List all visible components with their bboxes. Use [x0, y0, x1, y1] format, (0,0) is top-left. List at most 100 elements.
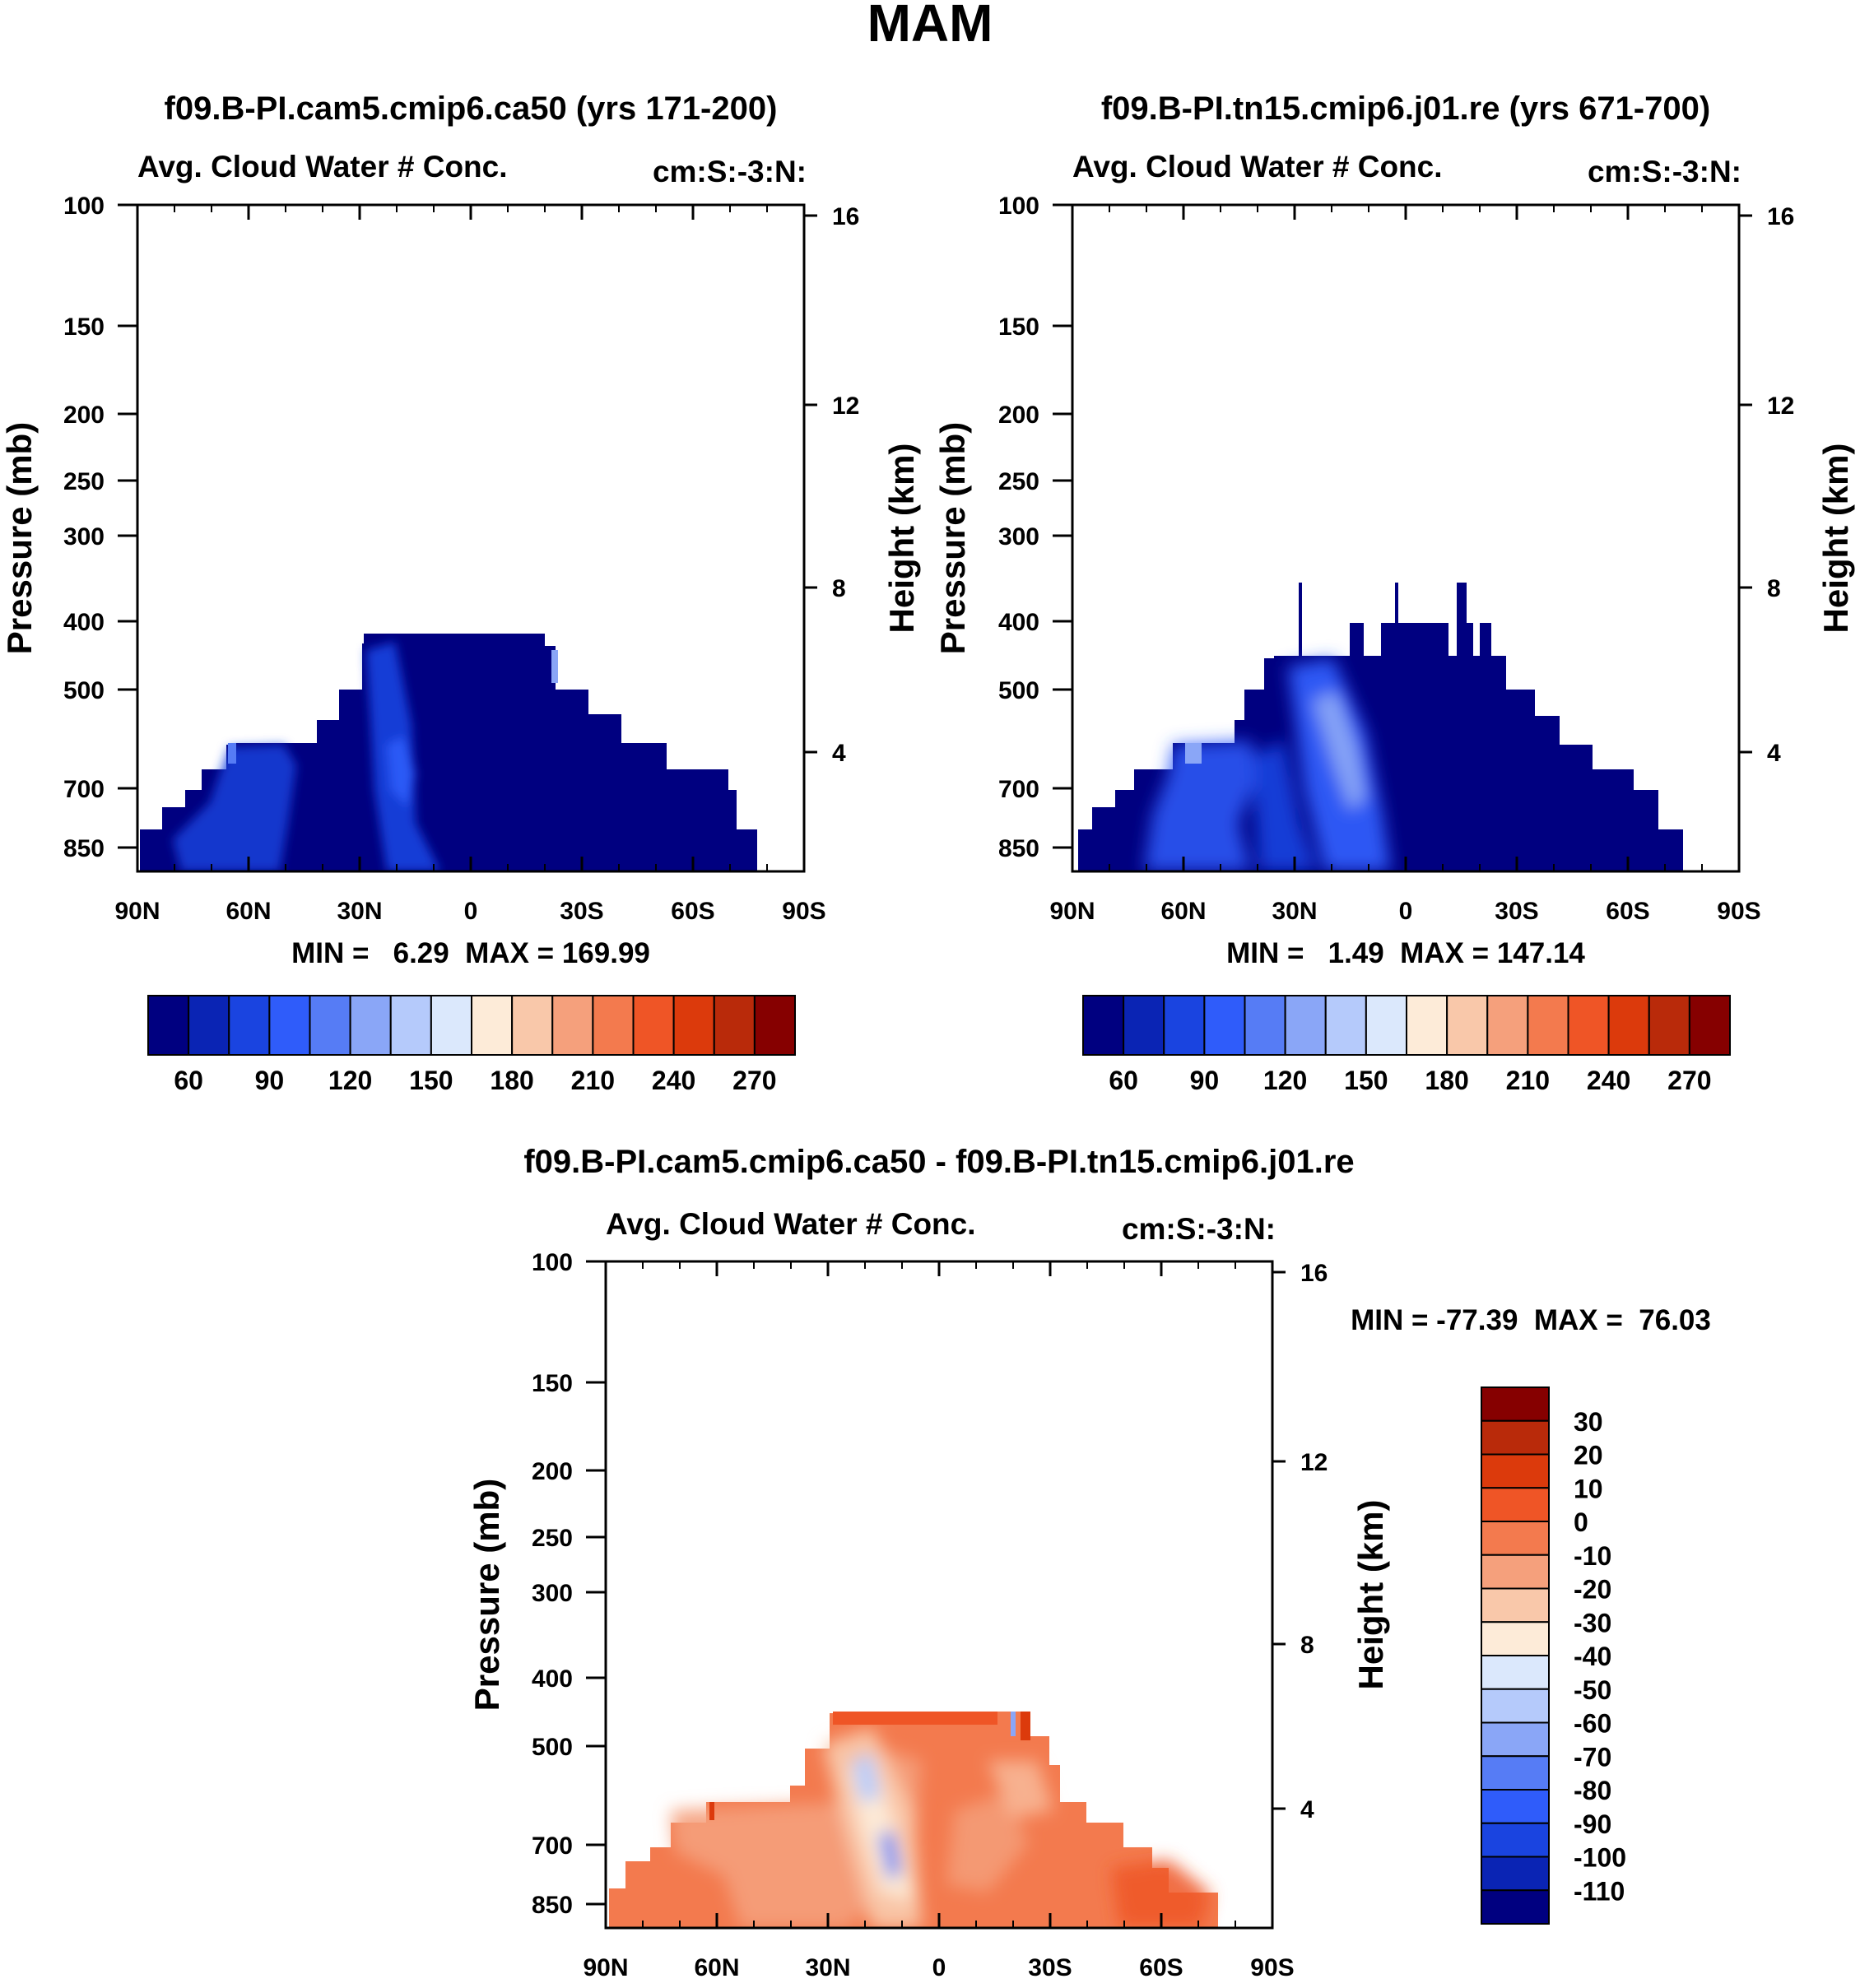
- colorbar-swatch: [1481, 1822, 1550, 1858]
- panel-a-light-patch-2: [551, 650, 558, 683]
- colorbar-swatch: [1527, 995, 1569, 1056]
- y-tick-label: 100: [532, 1249, 573, 1276]
- colorbar-label: 10: [1574, 1474, 1603, 1503]
- panel-b-blob-tropics: [1251, 741, 1317, 871]
- colorbar-swatch: [147, 995, 190, 1056]
- panel-a-min-max: MIN = 6.29 MAX = 169.99: [291, 937, 650, 969]
- panel-c-axes: 90N 60N 30N 0 30S 60S 90S 100 150 200 250 300 400 500…: [532, 1249, 1328, 1981]
- panel-c-y2label: Height (km): [1351, 1500, 1390, 1690]
- x-tick-label: 90N: [114, 898, 160, 925]
- panel-a-blob-polar: [173, 745, 296, 871]
- panel-c-units: cm:S:-3:N:: [1122, 1212, 1276, 1246]
- panel-b-core: [1313, 691, 1366, 811]
- colorbar-label: 60: [1109, 1066, 1138, 1095]
- y2-tick-label: 16: [1300, 1260, 1328, 1287]
- colorbar-label: 120: [1263, 1066, 1307, 1095]
- colorbar-swatch: [1284, 995, 1327, 1056]
- colorbar-swatch: [1481, 1789, 1550, 1824]
- x-tick-label: 30N: [1272, 898, 1317, 925]
- colorbar-swatch: [1406, 995, 1448, 1056]
- y-tick-label: 500: [532, 1734, 573, 1761]
- y-tick-label: 500: [998, 677, 1039, 704]
- panel-a-axes: 90N 60N 30N 0 30S 60S 90S 100 150 200 250 300 400 500…: [63, 193, 859, 925]
- colorbar-swatch: [1481, 1856, 1550, 1892]
- colorbar-swatch: [471, 995, 514, 1056]
- panel-b-field: [1078, 583, 1683, 871]
- colorbar-label: 30: [1574, 1407, 1603, 1437]
- colorbar-label: -100: [1574, 1843, 1626, 1873]
- y2-tick-label: 4: [1300, 1796, 1314, 1823]
- colorbar-swatch: [753, 995, 796, 1056]
- panel-c-pale-south: [988, 1761, 1053, 1818]
- colorbar-swatch: [1446, 995, 1489, 1056]
- y-tick-label: 850: [998, 835, 1039, 862]
- colorbar-label: -40: [1574, 1642, 1611, 1671]
- y-tick-label: 700: [63, 776, 105, 803]
- panel-b-min-max: MIN = 1.49 MAX = 147.14: [1226, 937, 1585, 969]
- colorbar-swatch: [309, 995, 351, 1056]
- x-tick-label: 30S: [1495, 898, 1538, 925]
- y-tick-label: 150: [532, 1370, 573, 1397]
- colorbar-swatch: [268, 995, 311, 1056]
- y2-tick-label: 4: [832, 740, 846, 767]
- y2-tick-label: 12: [1767, 392, 1794, 420]
- panel-c-dark-strip: [833, 1712, 997, 1725]
- panel-a-field-base: [140, 634, 757, 871]
- colorbar-swatch: [1481, 1587, 1550, 1623]
- x-tick-label: 30N: [337, 898, 382, 925]
- colorbar-label: 60: [174, 1066, 203, 1095]
- colorbar-label: 90: [255, 1066, 285, 1095]
- y-tick-label: 200: [532, 1458, 573, 1485]
- x-tick-label: 60S: [1606, 898, 1649, 925]
- x-tick-label: 60N: [694, 1954, 739, 1981]
- colorbar-swatch: [1481, 1889, 1550, 1925]
- colorbar-label: 240: [1587, 1066, 1630, 1095]
- y-tick-label: 150: [998, 314, 1039, 341]
- colorbar-label: 240: [652, 1066, 695, 1095]
- colorbar-label: 180: [490, 1066, 533, 1095]
- panel-b-blob-nh: [1144, 741, 1259, 871]
- colorbar-swatch: [1123, 995, 1165, 1056]
- panel-b-ylabel: Pressure (mb): [933, 422, 972, 654]
- colorbar-label: -60: [1574, 1709, 1611, 1739]
- x-tick-label: 0: [464, 898, 478, 925]
- colorbar-label: 210: [571, 1066, 615, 1095]
- x-tick-label: 30S: [1028, 1954, 1072, 1981]
- panel-a-left-string: Avg. Cloud Water # Conc.: [137, 150, 508, 183]
- panel-b-title: f09.B-PI.tn15.cmip6.j01.re (yrs 671-700): [1101, 91, 1710, 127]
- x-tick-label: 90N: [1049, 898, 1095, 925]
- y-tick-label: 400: [63, 609, 105, 636]
- panel-a-light-patch: [228, 743, 236, 764]
- y-tick-label: 850: [63, 835, 105, 862]
- y-tick-label: 100: [63, 193, 105, 220]
- x-tick-label: 60N: [226, 898, 271, 925]
- colorbar-swatch: [632, 995, 675, 1056]
- colorbar-label: 150: [409, 1066, 453, 1095]
- panel-b-light-patch: [1185, 743, 1202, 764]
- y-tick-label: 300: [532, 1580, 573, 1607]
- panel-c-blue-2: [879, 1831, 901, 1880]
- panel-c-ylabel: Pressure (mb): [467, 1479, 506, 1711]
- colorbar-swatch: [1481, 1721, 1550, 1758]
- colorbar-swatch: [1481, 1487, 1550, 1522]
- panel-b: f09.B-PI.tn15.cmip6.j01.re (yrs 671-700)…: [933, 91, 1855, 1095]
- colorbar-swatch: [1486, 995, 1529, 1056]
- y-tick-label: 300: [998, 523, 1039, 550]
- y2-tick-label: 8: [1767, 575, 1781, 602]
- panel-c-blue-cell: [1011, 1712, 1016, 1736]
- panel-c-colorbar: 30 20 10 0 -10 -20 -30 -40 -50 -60-70 -80 -90 -100-1…: [1481, 1386, 1626, 1925]
- panel-a-colorbar: 60 90 120 150 180 210 240 270: [147, 995, 796, 1095]
- colorbar-swatch: [1481, 1655, 1550, 1690]
- y2-tick-label: 12: [1300, 1449, 1328, 1476]
- y-tick-label: 100: [998, 193, 1039, 220]
- colorbar-label: 180: [1425, 1066, 1468, 1095]
- y-tick-label: 700: [532, 1832, 573, 1860]
- panel-c-dark-cell: [1021, 1712, 1030, 1740]
- x-tick-label: 60N: [1160, 898, 1206, 925]
- x-tick-label: 30N: [805, 1954, 850, 1981]
- colorbar-swatch: [1481, 1419, 1550, 1456]
- colorbar-swatch: [430, 995, 472, 1056]
- panel-b-axes: 90N 60N 30N 0 30S 60S 90S 100 150 200 250 300 400 500…: [998, 193, 1794, 925]
- panel-c-light-south: [946, 1794, 1029, 1893]
- panel-a-field: [140, 634, 757, 871]
